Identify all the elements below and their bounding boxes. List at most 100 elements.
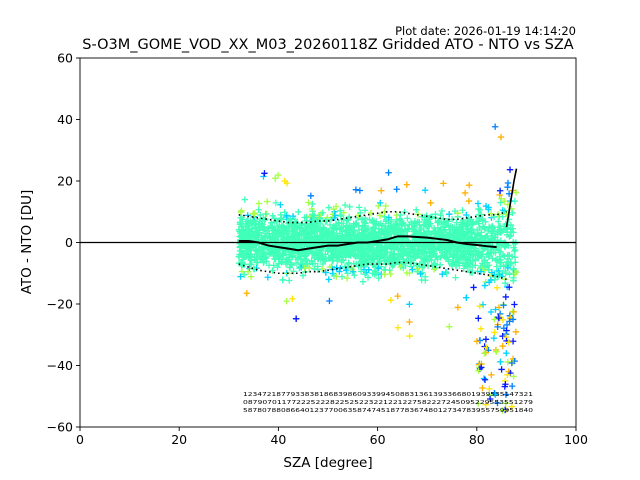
scatter-point <box>478 229 485 236</box>
scatter-point <box>371 271 378 278</box>
scatter-point <box>422 277 429 284</box>
scatter-point <box>309 200 316 208</box>
scatter-point <box>470 284 477 291</box>
scatter-point <box>463 211 470 219</box>
scatter-point <box>498 366 505 373</box>
scatter-point <box>272 175 279 182</box>
scatter-point <box>443 217 451 225</box>
scatter-point <box>295 208 302 216</box>
scatter-point <box>502 400 509 407</box>
x-tick-label: 0 <box>76 432 84 447</box>
scatter-point <box>499 332 506 340</box>
x-axis: 0 20 40 60 80 100 <box>76 427 588 447</box>
scatter-point <box>509 316 517 323</box>
scatter-point <box>490 335 498 342</box>
scatter-point <box>485 223 493 231</box>
scatter-point <box>499 407 506 414</box>
scatter-point <box>340 209 347 216</box>
x-tick-label: 20 <box>171 432 187 447</box>
scatter-point <box>508 359 516 367</box>
scatter-point <box>481 376 489 383</box>
scatter-point <box>477 325 485 332</box>
scatter-point <box>403 181 411 188</box>
scatter-point <box>267 249 274 256</box>
scatter-point <box>367 209 375 217</box>
scatter-point <box>361 271 369 278</box>
scatter-point <box>440 180 447 187</box>
scatter-point <box>512 328 520 336</box>
scatter-point <box>418 269 426 276</box>
scatter-point <box>500 263 507 270</box>
scatter-point <box>438 207 446 215</box>
scatter-point <box>340 223 347 231</box>
scatter-point <box>495 304 503 311</box>
scatter-point <box>495 218 502 225</box>
scatter-point <box>288 219 295 226</box>
scatter-point <box>509 209 516 217</box>
scatter-point <box>326 297 333 305</box>
scatter-point <box>394 292 401 300</box>
scatter-point <box>475 315 482 322</box>
scatter-point <box>400 242 407 250</box>
scatter-point <box>506 318 513 325</box>
scatter-point <box>279 276 286 284</box>
scatter-point <box>439 271 446 278</box>
scatter-point <box>466 181 473 189</box>
scatter-point <box>494 323 501 331</box>
scatter-point <box>338 273 346 280</box>
scatter-point <box>243 290 250 297</box>
scatter-point <box>474 400 482 407</box>
scatter-point <box>325 227 332 235</box>
scatter-point <box>480 350 488 357</box>
scatter-point <box>488 249 495 257</box>
scatter-point <box>482 218 489 226</box>
scatter-point <box>407 219 415 226</box>
scatter-point <box>485 253 493 261</box>
x-tick-label: 60 <box>370 432 386 447</box>
scatter-point <box>303 213 310 221</box>
scatter-point <box>346 203 353 211</box>
scatter-point <box>257 211 264 219</box>
scatter-point <box>269 212 276 220</box>
scatter-point <box>385 169 392 176</box>
scatter-point <box>446 226 453 233</box>
scatter-point <box>408 263 415 270</box>
scatter-point <box>400 264 407 272</box>
scatter-point <box>443 270 450 277</box>
scatter-point <box>452 274 459 281</box>
scatter-point <box>459 216 467 224</box>
lower-sigma-line <box>238 261 507 281</box>
scatter-point <box>435 218 443 226</box>
scatter-point <box>492 391 499 398</box>
scatter-point <box>319 209 326 216</box>
scatter-point <box>277 201 284 208</box>
scatter-point <box>244 212 251 219</box>
scatter-point <box>479 384 486 392</box>
scatter-point <box>478 215 486 223</box>
right-edge-line <box>505 168 518 228</box>
scatter-point <box>498 195 505 202</box>
scatter-point <box>289 212 297 220</box>
scatter-point <box>418 213 426 221</box>
scatter-point <box>334 257 341 265</box>
scatter-point <box>366 216 373 223</box>
scatter-point <box>469 257 477 265</box>
scatter-point <box>375 274 382 282</box>
scatter-point <box>473 338 481 345</box>
y-tick-label: −60 <box>47 420 73 435</box>
scatter-point <box>387 297 395 304</box>
scatter-point <box>497 133 505 141</box>
scatter-point <box>342 253 349 261</box>
scatter-point <box>413 206 420 213</box>
scatter-point <box>319 260 327 268</box>
scatter-point <box>476 337 484 344</box>
scatter-point <box>421 186 429 194</box>
scatter-point <box>511 240 519 247</box>
scatter-point <box>421 229 428 236</box>
count-label-row: 0879070117722252228225252232212212275822… <box>243 400 534 406</box>
scatter-point <box>506 284 513 291</box>
scatter-point <box>364 274 372 281</box>
scatter-point <box>452 262 460 270</box>
scatter-point <box>401 208 408 216</box>
x-tick-label: 40 <box>270 432 286 447</box>
